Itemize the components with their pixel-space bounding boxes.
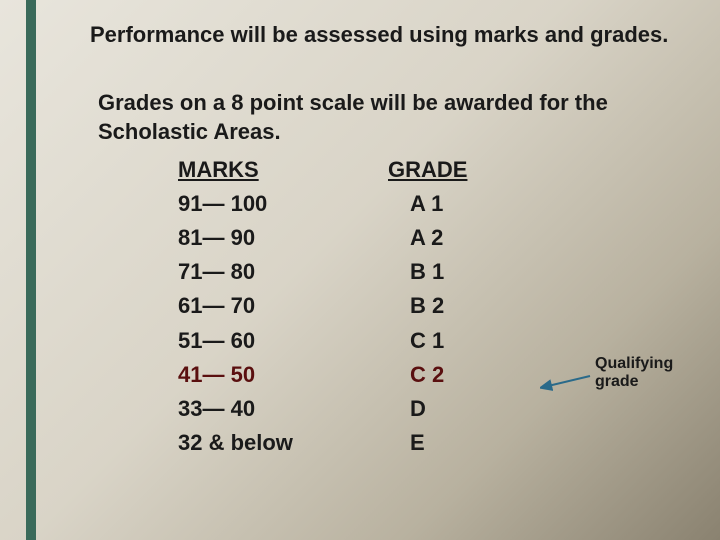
cell-grade: A 2 <box>388 221 538 255</box>
cell-grade: D <box>388 392 538 426</box>
cell-marks: 61— 70 <box>98 289 388 323</box>
table-row: 91— 100 A 1 <box>98 187 720 221</box>
annotation-line1: Qualifying <box>595 355 673 372</box>
grade-table: MARKS GRADE 91— 100 A 1 81— 90 A 2 71— 8… <box>98 153 720 460</box>
annotation-line2: grade <box>595 373 639 390</box>
table-row: 81— 90 A 2 <box>98 221 720 255</box>
cell-grade: C 2 <box>388 358 538 392</box>
cell-marks: 71— 80 <box>98 255 388 289</box>
cell-grade: B 1 <box>388 255 538 289</box>
cell-grade: A 1 <box>388 187 538 221</box>
table-row: 33— 40 D <box>98 392 720 426</box>
table-row: 32 & below E <box>98 426 720 460</box>
table-row: 51— 60 C 1 <box>98 324 720 358</box>
cell-grade: E <box>388 426 538 460</box>
cell-marks: 91— 100 <box>98 187 388 221</box>
title: Performance will be assessed using marks… <box>90 20 680 50</box>
cell-grade: B 2 <box>388 289 538 323</box>
cell-marks: 41— 50 <box>98 358 388 392</box>
subtitle: Grades on a 8 point scale will be awarde… <box>98 88 680 147</box>
cell-marks: 81— 90 <box>98 221 388 255</box>
cell-grade: C 1 <box>388 324 538 358</box>
table-row: 61— 70 B 2 <box>98 289 720 323</box>
cell-marks: 51— 60 <box>98 324 388 358</box>
accent-bar <box>26 0 36 540</box>
table-row: 71— 80 B 1 <box>98 255 720 289</box>
arrow-icon <box>540 370 595 394</box>
header-marks: MARKS <box>98 153 388 187</box>
cell-marks: 33— 40 <box>98 392 388 426</box>
qualifying-annotation: Qualifying grade <box>595 355 673 392</box>
slide: Performance will be assessed using marks… <box>0 0 720 540</box>
cell-marks: 32 & below <box>98 426 388 460</box>
header-grade: GRADE <box>388 153 538 187</box>
table-header: MARKS GRADE <box>98 153 720 187</box>
